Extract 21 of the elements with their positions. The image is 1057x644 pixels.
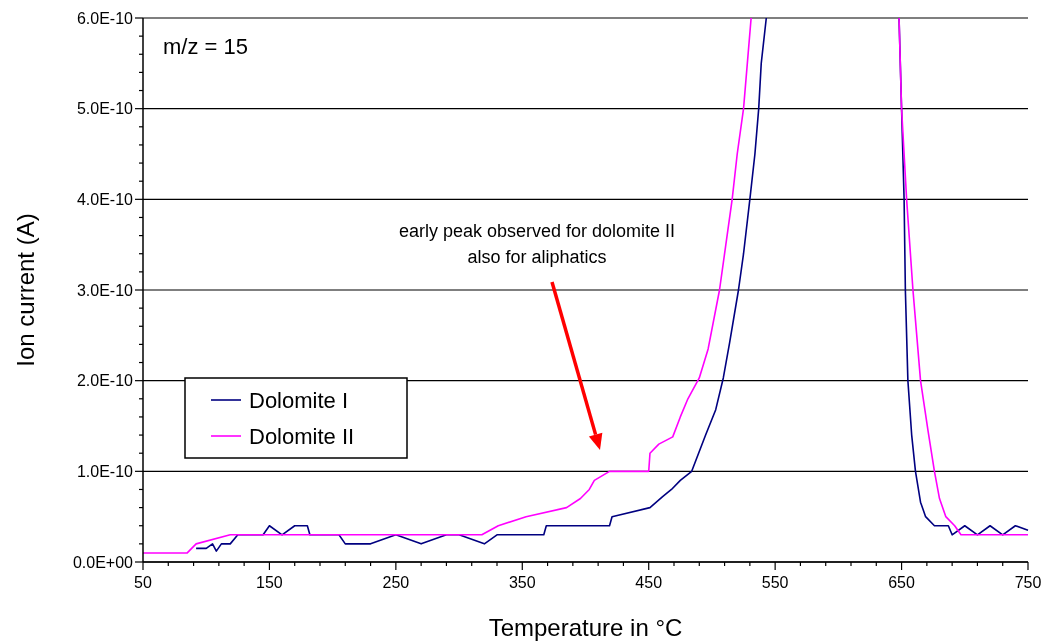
- legend-label: Dolomite I: [249, 387, 349, 413]
- x-axis-title: Temperature in °C: [488, 614, 683, 641]
- y-tick-label: 2.0E-10: [76, 372, 134, 390]
- x-tick-label: 150: [256, 574, 283, 591]
- x-tick-label: 50: [134, 574, 152, 591]
- annotation: early peak observed for dolomite II also for aliphatics: [398, 221, 676, 267]
- x-tick-label: 650: [888, 574, 916, 591]
- x-tick-label: 250: [382, 574, 410, 591]
- legend-label: Dolomite II: [249, 423, 355, 449]
- y-tick-label: 0.0E+00: [72, 553, 134, 571]
- y-tick-label: 6.0E-10: [76, 9, 134, 27]
- y-axis-title: Ion current (A): [12, 213, 39, 367]
- y-tick-label: 1.0E-10: [76, 462, 134, 480]
- annotation: m/z = 15: [163, 34, 248, 59]
- x-tick-label: 450: [635, 574, 663, 591]
- x-tick-label: 750: [1014, 574, 1042, 591]
- y-tick-label: 5.0E-10: [76, 100, 134, 118]
- x-tick-label: 350: [508, 574, 536, 591]
- y-tick-label: 3.0E-10: [76, 281, 134, 299]
- x-tick-label: 550: [761, 574, 789, 591]
- y-tick-label: 4.0E-10: [76, 190, 134, 208]
